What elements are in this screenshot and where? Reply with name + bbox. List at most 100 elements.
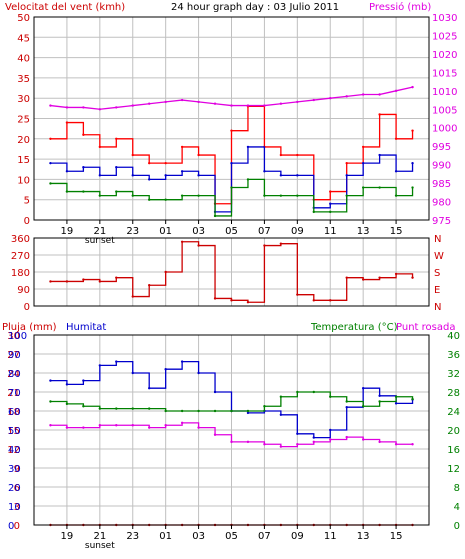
top-series-line-point [378, 186, 381, 189]
rain-tick-label: 27 [7, 350, 20, 361]
top-series-line-point [82, 190, 85, 193]
temperature-tick-label: 36 [447, 350, 460, 361]
top-series-line-point [263, 170, 266, 173]
pressure-tick-label: 1025 [432, 31, 457, 42]
temperature-line-point [230, 409, 233, 413]
direction-line-point [378, 276, 381, 279]
wind-pressure-panel: Velocitat del vent (kmh) 24 hour graph d… [5, 1, 457, 246]
wind-tick-label: 5 [24, 196, 30, 207]
x-tick-label: 07 [258, 531, 271, 542]
x-tick-label: 23 [126, 531, 139, 542]
humidity-line-point [246, 411, 250, 415]
x-tick-label: 09 [291, 226, 304, 237]
top-series-line-point [82, 106, 85, 109]
top-series-line-point [378, 93, 381, 96]
humidity-tick-label: 10 [8, 502, 21, 513]
top-series-line-point [279, 194, 283, 197]
temperature-line-point [279, 395, 283, 398]
pressure-tick-label: 1015 [432, 68, 457, 79]
rain-tick-label: 24 [7, 369, 20, 380]
wind-tick-label: 40 [17, 54, 30, 65]
direction-tick-label: 360 [11, 234, 30, 245]
humidity-line-point [213, 390, 217, 394]
top-series-line-point [411, 85, 414, 89]
temperature-line-point [180, 409, 184, 413]
top-series-line-point [197, 194, 200, 197]
humidity-title: Humitat [66, 322, 106, 333]
rain-tick-label: 18 [7, 407, 20, 418]
top-series-line-point [65, 170, 69, 173]
direction-line-point [329, 299, 332, 302]
x-tick-label: 01 [159, 226, 172, 237]
bot-grid [34, 335, 429, 525]
top-series-line-point [279, 153, 283, 157]
pressure-tick-label: 1005 [432, 105, 457, 116]
top-series-line-point [131, 194, 134, 197]
dewpoint-line-point [49, 424, 52, 427]
top-series-line-point [329, 97, 332, 100]
x-tick-label: 11 [324, 226, 337, 237]
dewpoint-line-point [213, 433, 217, 436]
pressure-tick-label: 975 [432, 216, 451, 227]
top-series-line-point [329, 190, 332, 193]
top-series-line-point [131, 174, 134, 177]
temperature-tick-label: 20 [447, 426, 460, 437]
top-series-line-point [49, 104, 52, 107]
top-series-line-point [115, 137, 118, 140]
x-tick-label: 05 [225, 531, 238, 542]
pressure-title: Pressió (mb) [369, 1, 431, 13]
rain-tick-label: 9 [14, 464, 20, 475]
dewpoint-line-point [82, 426, 85, 429]
rain-tick-label: 0 [14, 521, 20, 532]
humidity-line-point [164, 368, 167, 371]
direction-line-point [131, 295, 134, 298]
temperature-line-point [213, 409, 217, 413]
top-series-line-point [197, 153, 200, 157]
x-tick-label: 05 [225, 226, 238, 237]
top-series-line-point [345, 194, 348, 197]
dewpoint-line-point [65, 426, 69, 429]
humidity-tick-label: 80 [8, 369, 21, 380]
direction-line-point [394, 272, 398, 276]
direction-line-point [213, 297, 217, 300]
top-series-line-point [345, 174, 348, 177]
direction-line-point [49, 280, 52, 283]
temperature-line-point [361, 405, 365, 408]
top-series-line-point [49, 137, 52, 140]
wind-tick-label: 25 [17, 115, 30, 126]
top-series-line-point [82, 133, 85, 136]
top-series-line-point [230, 129, 233, 132]
top-series-line-point [296, 194, 299, 197]
top-series-line-point [296, 174, 299, 177]
temperature-line-point [378, 400, 381, 403]
top-frame [33, 16, 430, 221]
compass-tick-label: E [434, 285, 440, 296]
temperature-line-point [312, 390, 315, 394]
dew-title: Punt rosada [396, 322, 455, 333]
humidity-line-point [148, 387, 151, 390]
top-series-line-point [312, 210, 315, 214]
humidity-line-point [197, 371, 200, 375]
top-series-line-point [98, 108, 102, 111]
rain-tick-label: 3 [14, 502, 20, 513]
compass-tick-label: S [434, 268, 440, 279]
top-series-line-point [378, 153, 381, 157]
dewpoint-line-point [329, 438, 332, 441]
top-series-line-point [164, 198, 167, 201]
temperature-line-point [345, 400, 348, 403]
dewpoint-line-point [230, 440, 233, 444]
compass-tick-label: N [434, 234, 441, 245]
temperature-line-point [164, 409, 167, 413]
x-tick-label: 21 [93, 226, 106, 237]
x-tick-label: 15 [390, 531, 403, 542]
temperature-line-point [98, 407, 102, 410]
x-tick-label: 03 [192, 531, 205, 542]
top-series-line-point [279, 102, 283, 105]
dewpoint-line-point [411, 443, 414, 446]
bottom-frame [33, 334, 430, 526]
temperature-tick-label: 12 [447, 464, 460, 475]
